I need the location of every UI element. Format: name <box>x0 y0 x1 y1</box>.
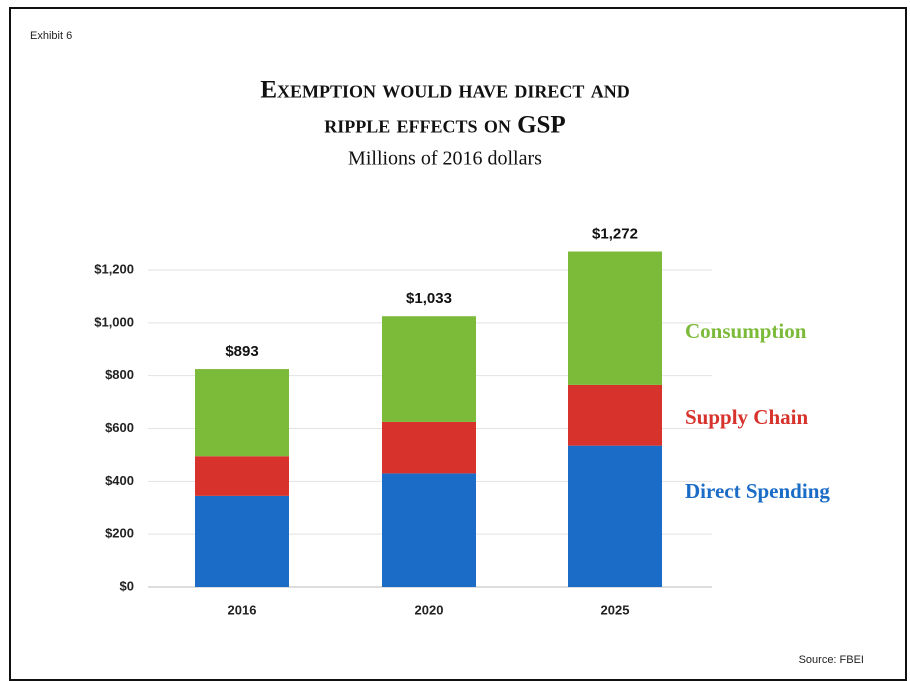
x-tick-label: 2020 <box>415 602 444 617</box>
y-tick-label: $400 <box>105 473 134 488</box>
bar-segment <box>568 251 662 385</box>
legend-label: Consumption <box>685 319 807 343</box>
y-tick-label: $800 <box>105 367 134 382</box>
x-tick-label: 2016 <box>228 602 257 617</box>
bar-segment <box>195 456 289 496</box>
y-tick-label: $1,200 <box>94 261 134 276</box>
source: Source: FBEI <box>799 654 864 666</box>
y-tick-label: $200 <box>105 526 134 541</box>
bar-segment <box>382 473 476 587</box>
legend-label: Direct Spending <box>685 479 830 503</box>
y-tick-label: $0 <box>120 578 134 593</box>
chart-title: Exemption would have direct and <box>260 77 629 104</box>
bar-segment <box>195 369 289 457</box>
bar-segment <box>195 495 289 587</box>
chart-subtitle: Millions of 2016 dollars <box>348 148 542 170</box>
total-label: $1,033 <box>406 290 452 307</box>
legend-label: Supply Chain <box>685 405 808 429</box>
bar-segment <box>382 421 476 474</box>
bar-segment <box>568 445 662 587</box>
bar-segment <box>382 316 476 422</box>
total-label: $1,272 <box>592 225 638 242</box>
bar-segment <box>568 384 662 446</box>
total-label: $893 <box>225 343 258 360</box>
exhibit-label: Exhibit 6 <box>30 30 72 42</box>
x-tick-label: 2025 <box>601 602 630 617</box>
chart-title: ripple effects on GSP <box>324 112 565 139</box>
y-tick-label: $1,000 <box>94 314 134 329</box>
y-tick-label: $600 <box>105 420 134 435</box>
